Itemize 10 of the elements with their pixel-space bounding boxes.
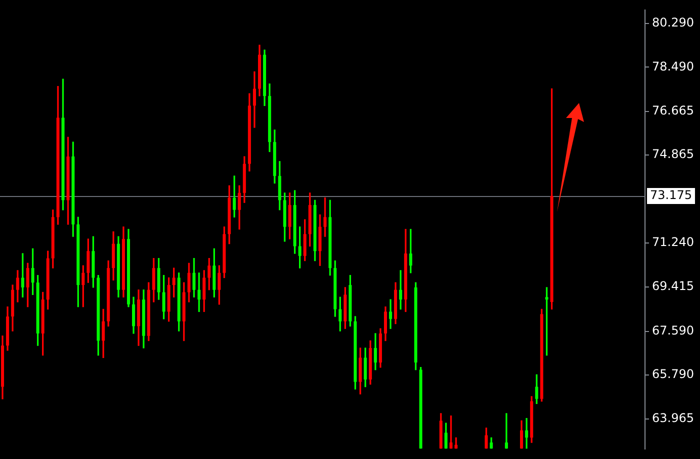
ref-line-label: 73.175 bbox=[650, 188, 692, 202]
y-tick-label: 71.240 bbox=[652, 234, 694, 249]
y-tick-label: 69.415 bbox=[652, 279, 694, 294]
y-tick-label: 78.490 bbox=[652, 59, 694, 74]
y-tick-label: 63.965 bbox=[652, 411, 694, 426]
y-tick-label: 67.590 bbox=[652, 323, 694, 338]
y-tick-label: 80.290 bbox=[652, 16, 694, 30]
y-tick-label: 74.865 bbox=[652, 147, 694, 162]
y-tick-label: 65.790 bbox=[652, 367, 694, 382]
y-tick-label: 76.665 bbox=[652, 103, 694, 118]
